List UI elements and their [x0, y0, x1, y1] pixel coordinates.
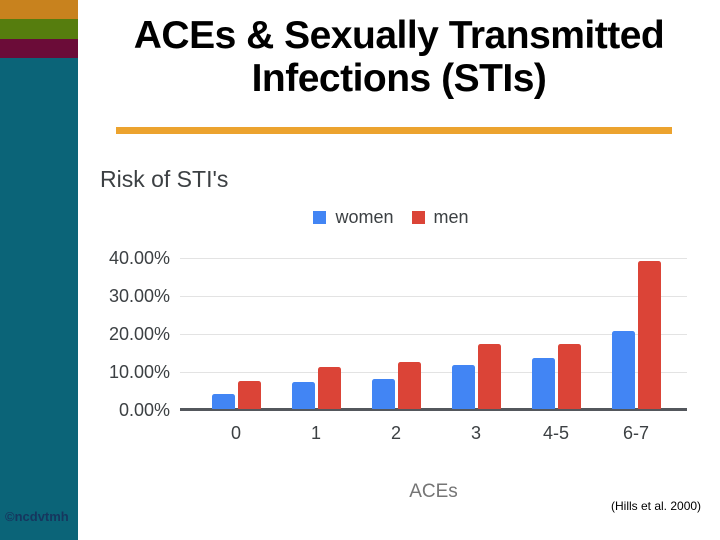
y-tick-label: 30.00%	[108, 286, 170, 306]
strip-band-orange	[0, 0, 78, 19]
legend-swatch-icon	[313, 210, 327, 224]
legend-swatch-icon	[411, 210, 425, 224]
gridline	[180, 258, 687, 259]
y-tick-label: 0.00%	[118, 400, 170, 420]
y-axis-labels: 0.00% 10.00% 20.00% 30.00% 40.00%	[95, 248, 170, 420]
gridline	[180, 296, 687, 297]
y-tick-label: 10.00%	[108, 362, 170, 382]
bar-men-aces-2	[398, 361, 421, 409]
slide-title: ACEs & Sexually Transmitted Infections (S…	[78, 14, 720, 100]
bar-women-aces-0	[212, 393, 235, 409]
y-tick-label: 20.00%	[108, 324, 170, 344]
gridline	[180, 334, 687, 335]
bar-women-aces-6-7	[612, 331, 635, 409]
x-axis-labels: 0 1 2 3 4-5 6-7	[180, 422, 687, 444]
slide-title-line2: Infections (STIs)	[251, 57, 547, 100]
x-tick-label: 0	[230, 423, 241, 443]
legend-label: women	[335, 206, 394, 227]
legend-item-men: men	[411, 206, 469, 228]
x-tick-label: 4-5	[542, 423, 569, 443]
legend-item-women: women	[313, 206, 394, 228]
strip-band-maroon	[0, 39, 78, 58]
title-underline	[116, 127, 672, 134]
chart-legend: women men	[95, 206, 687, 228]
left-color-strip: ©ncdvtmh	[0, 0, 78, 540]
bar-men-aces-6-7	[638, 260, 661, 409]
x-tick-label: 3	[470, 423, 481, 443]
watermark-text: ©ncdvtmh	[5, 509, 69, 524]
slide-title-line1: ACEs & Sexually Transmitted	[133, 14, 665, 57]
bar-men-aces-0	[238, 380, 261, 409]
chart-plot-area	[180, 258, 687, 411]
bar-men-aces-4-5	[558, 344, 581, 409]
bar-women-aces-3	[452, 365, 475, 409]
bar-women-aces-1	[292, 382, 315, 409]
y-tick-label: 40.00%	[108, 248, 170, 268]
x-axis-line	[180, 408, 687, 411]
citation: (Hills et al. 2000)	[611, 499, 702, 513]
x-axis-title: ACEs	[409, 481, 458, 502]
bar-women-aces-2	[372, 378, 395, 409]
bar-men-aces-3	[478, 344, 501, 409]
x-tick-label: 2	[390, 423, 401, 443]
strip-band-olive	[0, 19, 78, 39]
chart-title: Risk of STI's	[100, 166, 229, 192]
x-tick-label: 6-7	[622, 423, 649, 443]
legend-label: men	[433, 206, 469, 227]
bar-men-aces-1	[318, 367, 341, 409]
bar-women-aces-4-5	[532, 357, 555, 409]
gridline	[180, 372, 687, 373]
x-tick-label: 1	[310, 423, 321, 443]
